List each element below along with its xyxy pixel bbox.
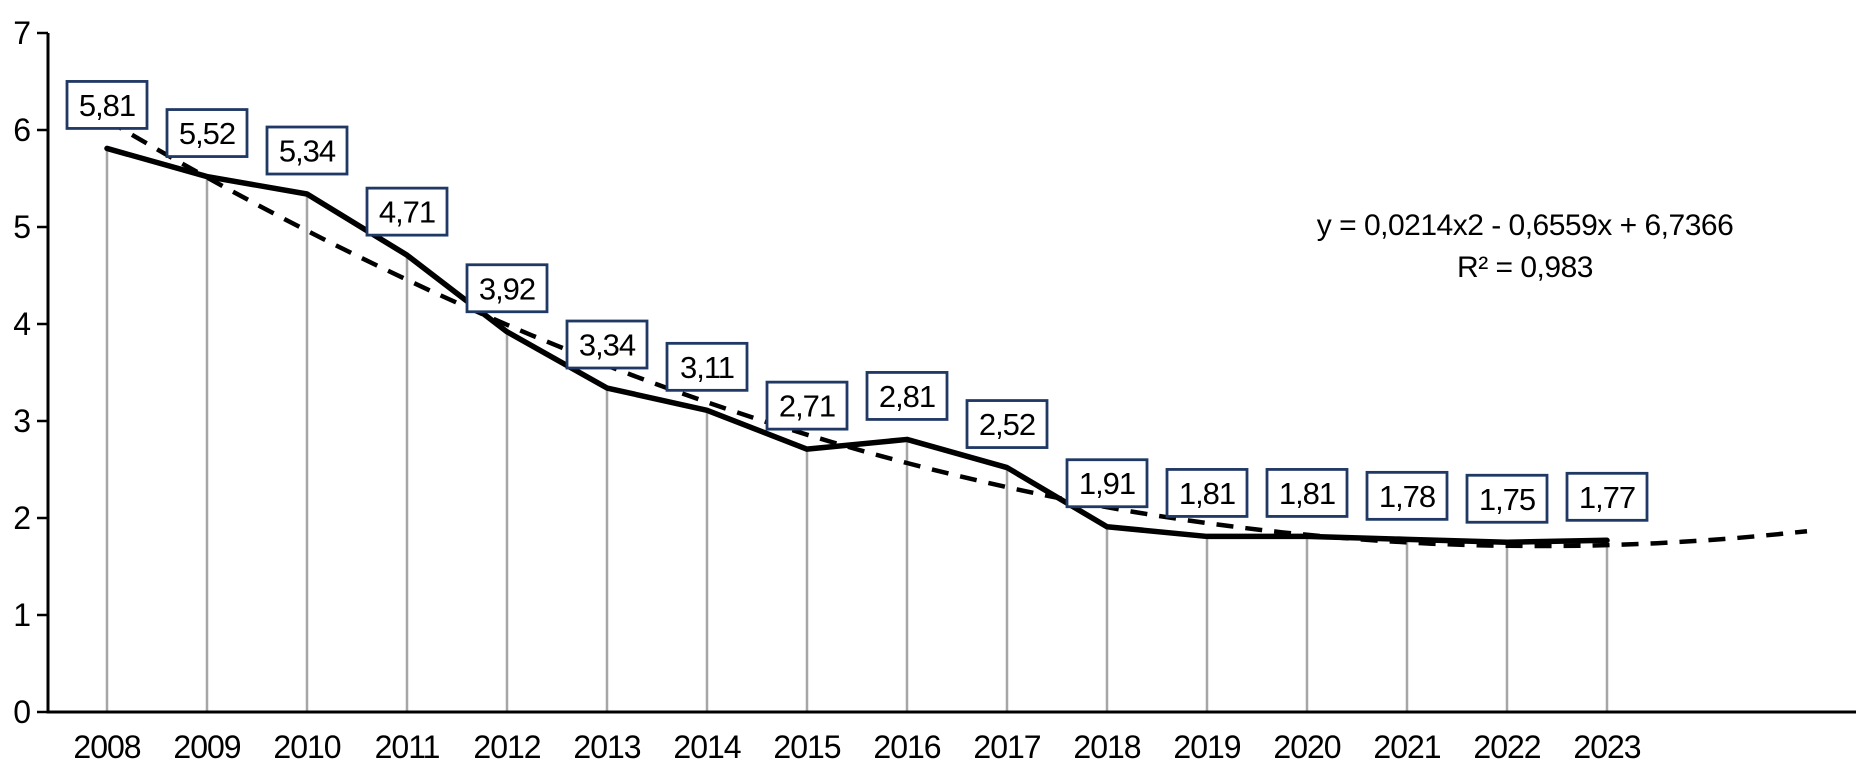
data-label: 4,71 bbox=[365, 186, 449, 237]
data-label-text: 3,11 bbox=[680, 350, 734, 385]
data-label: 1,81 bbox=[1165, 468, 1249, 518]
data-label-box bbox=[65, 80, 149, 130]
x-tick-label: 2014 bbox=[673, 729, 740, 765]
x-tick-label: 2019 bbox=[1173, 729, 1240, 765]
data-label-box bbox=[1365, 470, 1449, 521]
trendline-annotation: y = 0,0214x2 - 0,6559x + 6,7366 R² = 0,9… bbox=[1150, 205, 1858, 289]
data-label-box bbox=[665, 341, 749, 392]
y-tick-label: 0 bbox=[13, 694, 30, 730]
x-tick-label: 2016 bbox=[873, 729, 940, 765]
x-tick-label: 2020 bbox=[1273, 729, 1340, 765]
data-label: 2,81 bbox=[865, 371, 949, 421]
x-tick-label: 2017 bbox=[973, 729, 1040, 765]
data-label-box bbox=[765, 380, 849, 431]
y-tick-label: 1 bbox=[13, 597, 30, 633]
data-label-box bbox=[465, 263, 549, 314]
data-label-text: 1,78 bbox=[1379, 479, 1435, 514]
data-label: 2,52 bbox=[965, 399, 1049, 449]
data-label-text: 3,92 bbox=[479, 271, 535, 306]
data-label: 1,75 bbox=[1465, 473, 1549, 524]
data-label: 5,81 bbox=[65, 80, 149, 130]
trendline bbox=[105, 118, 1808, 549]
y-tick-label: 2 bbox=[13, 500, 30, 536]
data-label: 1,78 bbox=[1365, 470, 1449, 521]
data-label: 3,11 bbox=[665, 341, 749, 392]
data-label-box bbox=[565, 319, 649, 370]
x-tick-label: 2021 bbox=[1373, 729, 1440, 765]
x-tick-label: 2012 bbox=[473, 729, 540, 765]
x-tick-label: 2022 bbox=[1473, 729, 1540, 765]
x-tick-label: 2010 bbox=[273, 729, 340, 765]
x-tick-label: 2015 bbox=[773, 729, 840, 765]
data-label-box bbox=[1465, 473, 1549, 524]
data-label-text: 5,81 bbox=[79, 88, 135, 123]
data-label: 5,52 bbox=[165, 108, 249, 158]
data-label-text: 4,71 bbox=[379, 195, 435, 230]
data-label: 2,71 bbox=[765, 380, 849, 431]
data-label: 1,81 bbox=[1265, 468, 1349, 518]
data-label-text: 5,34 bbox=[279, 134, 336, 169]
data-label-text: 2,71 bbox=[779, 389, 835, 424]
y-tick-label: 3 bbox=[13, 403, 30, 439]
data-label: 3,92 bbox=[465, 263, 549, 314]
data-label-box bbox=[865, 371, 949, 421]
data-label-box bbox=[365, 186, 449, 237]
x-tick-label: 2009 bbox=[173, 729, 240, 765]
x-tick-label: 2013 bbox=[573, 729, 640, 765]
data-label-box bbox=[1265, 468, 1349, 518]
y-tick-label: 4 bbox=[13, 306, 30, 342]
series-line bbox=[104, 145, 1610, 545]
trendline-r-squared-text: R² = 0,983 bbox=[1457, 251, 1593, 284]
x-tick-label: 2011 bbox=[375, 729, 440, 765]
data-label: 1,77 bbox=[1565, 471, 1649, 522]
y-tick-label: 7 bbox=[13, 15, 30, 51]
data-label-box bbox=[1565, 471, 1649, 522]
data-label-text: 3,34 bbox=[579, 328, 636, 363]
data-label-text: 1,75 bbox=[1479, 482, 1535, 517]
data-label-text: 2,81 bbox=[879, 379, 935, 414]
data-label-box bbox=[1065, 458, 1149, 509]
data-label: 3,34 bbox=[565, 319, 649, 370]
x-tick-label: 2023 bbox=[1573, 729, 1640, 765]
data-label-text: 1,77 bbox=[1579, 480, 1635, 515]
data-label: 5,34 bbox=[265, 125, 349, 176]
data-label-text: 1,81 bbox=[1279, 476, 1335, 511]
data-label: 1,91 bbox=[1065, 458, 1149, 509]
y-tick-label: 5 bbox=[13, 209, 30, 245]
data-label-box bbox=[165, 108, 249, 158]
data-label-box bbox=[265, 125, 349, 176]
data-label-text: 1,91 bbox=[1079, 466, 1135, 501]
trendline-equation-text: y = 0,0214x2 - 0,6559x + 6,7366 bbox=[1316, 209, 1734, 242]
data-label-text: 2,52 bbox=[979, 407, 1035, 442]
data-label-box bbox=[1165, 468, 1249, 518]
y-tick-label: 6 bbox=[13, 112, 30, 148]
data-label-box bbox=[965, 399, 1049, 449]
x-tick-label: 2018 bbox=[1073, 729, 1140, 765]
data-label-text: 1,81 bbox=[1179, 476, 1235, 511]
x-tick-label: 2008 bbox=[73, 729, 140, 765]
data-label-text: 5,52 bbox=[179, 116, 235, 151]
